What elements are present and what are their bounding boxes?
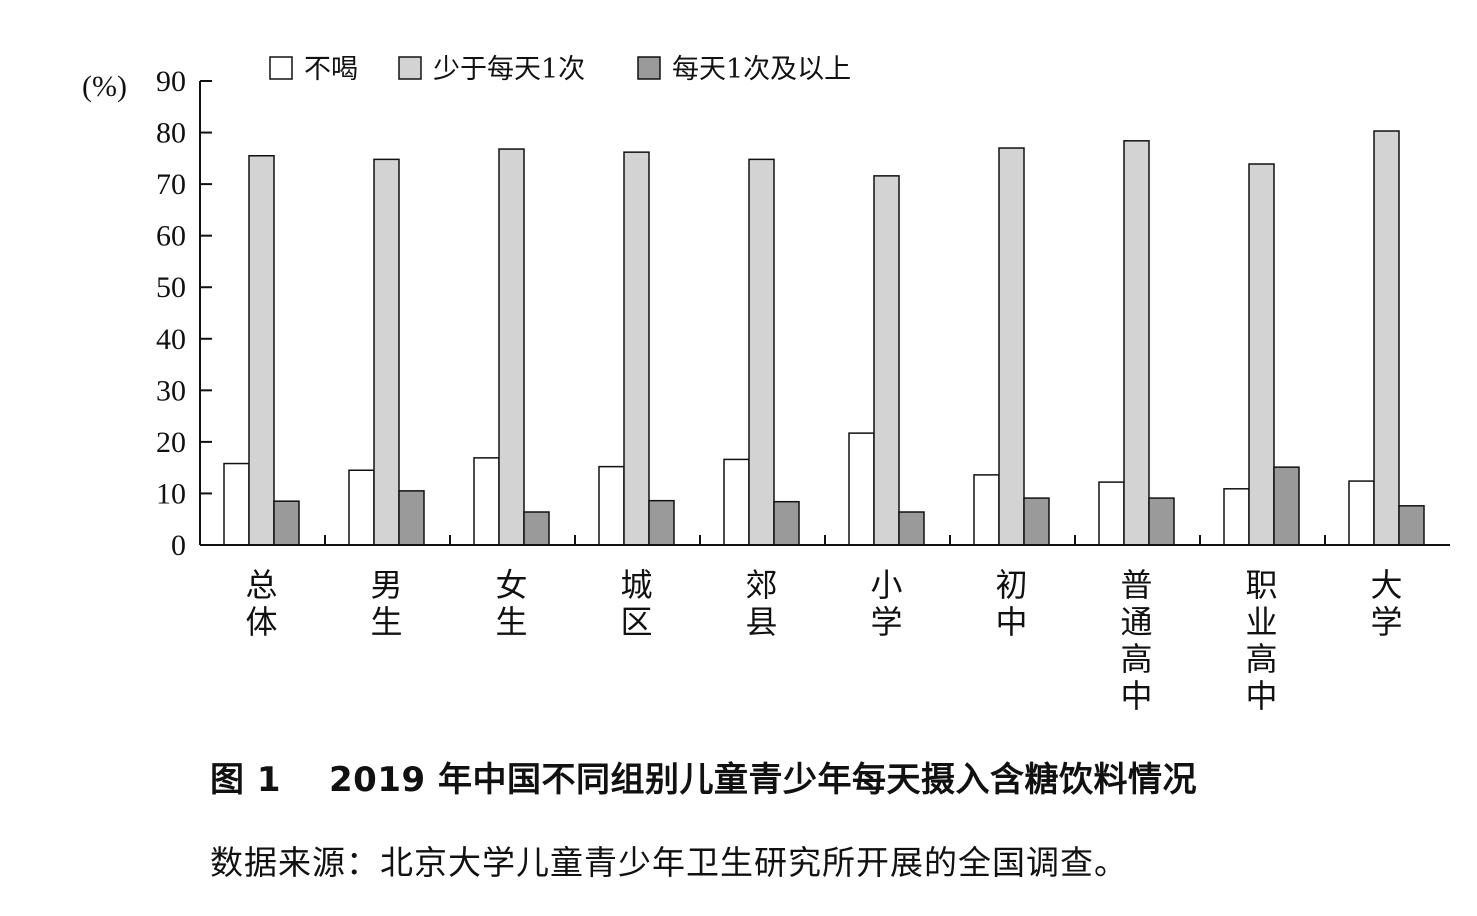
x-tick-label: 体 [245, 603, 277, 641]
bar [373, 158, 400, 546]
bar [748, 158, 775, 546]
legend-swatch [398, 56, 422, 80]
bar [473, 457, 500, 546]
bar [223, 462, 250, 546]
bar [348, 469, 375, 546]
bar [648, 499, 675, 546]
y-axis: 0 10 20 30 40 50 60 70 80 90 [156, 65, 212, 562]
bar [1248, 163, 1275, 546]
x-tick-label: 区 [620, 603, 652, 641]
x-tick-label: 中 [1120, 677, 1152, 715]
x-tick-label: 学 [1370, 603, 1402, 641]
y-tick-label: 50 [156, 271, 186, 304]
bar [1273, 466, 1300, 546]
bar [1373, 130, 1400, 546]
y-tick-label: 30 [156, 374, 186, 407]
x-tick-label: 生 [370, 603, 402, 641]
y-tick-label: 10 [156, 477, 186, 510]
bar [623, 151, 650, 546]
bar [998, 147, 1025, 546]
x-tick-label: 小 [870, 566, 902, 604]
legend-label: 不喝 [304, 54, 358, 85]
bar [848, 432, 875, 546]
bar [523, 511, 550, 546]
bar [873, 175, 900, 546]
bar [1348, 480, 1375, 546]
bar [1398, 505, 1425, 546]
x-tick-label: 高 [1245, 640, 1277, 678]
y-axis-unit: (%) [82, 70, 127, 103]
legend-swatch [637, 56, 661, 80]
x-tick-label: 女 [495, 566, 527, 604]
bar [898, 511, 925, 546]
figure-title: 2019 年中国不同组别儿童青少年每天摄入含糖饮料情况 [329, 760, 1197, 800]
bars [223, 130, 1425, 546]
bar [598, 465, 625, 546]
bar [723, 458, 750, 546]
legend-label: 少于每天1次 [433, 54, 585, 85]
x-tick-label: 业 [1245, 603, 1277, 641]
y-tick-label: 0 [171, 529, 186, 562]
bar-chart: 不喝 少于每天1次 每天1次及以上 (%) 0102030405060708090 … [82, 54, 1450, 715]
x-tick-label: 县 [745, 603, 777, 641]
bar [398, 490, 425, 546]
x-tick-label: 大 [1370, 566, 1402, 604]
figure-label: 图 1 [210, 760, 281, 800]
bar [1148, 497, 1175, 546]
x-tick-label: 总 [245, 566, 277, 604]
figure-caption: 图 1 2019 年中国不同组别儿童青少年每天摄入含糖饮料情况 [210, 752, 1460, 801]
x-tick-label: 学 [870, 603, 902, 641]
y-tick-label: 40 [156, 323, 186, 356]
x-tick-label: 城 [620, 566, 652, 604]
x-tick-label: 男 [370, 566, 402, 604]
bar [1023, 497, 1050, 546]
x-tick-label: 中 [995, 603, 1027, 641]
y-tick-label: 80 [156, 117, 186, 150]
bar [273, 500, 300, 546]
y-tick-label: 20 [156, 426, 186, 459]
x-tick-label: 普 [1120, 566, 1152, 604]
x-tick-label: 初 [995, 566, 1027, 604]
y-tick-label: 60 [156, 220, 186, 253]
bar [1123, 140, 1150, 546]
bar [973, 474, 1000, 546]
x-tick-label: 职 [1245, 566, 1277, 604]
x-tick-label: 高 [1120, 640, 1152, 678]
x-tick-label: 生 [495, 603, 527, 641]
y-tick-label: 70 [156, 168, 186, 201]
x-tick-label: 通 [1120, 603, 1152, 641]
bar [498, 148, 525, 546]
legend-swatch [269, 56, 293, 80]
x-tick-label: 中 [1245, 677, 1277, 715]
x-tick-label: 郊 [745, 566, 777, 604]
bar [1223, 488, 1250, 546]
data-source-note: 数据来源：北京大学儿童青少年卫生研究所开展的全国调查。 [210, 843, 1128, 882]
y-tick-label: 90 [156, 65, 186, 98]
bar [248, 155, 275, 546]
legend: 不喝 少于每天1次 每天1次及以上 [269, 54, 851, 85]
bar [1098, 481, 1125, 546]
legend-label: 每天1次及以上 [672, 54, 851, 85]
bar [773, 500, 800, 546]
